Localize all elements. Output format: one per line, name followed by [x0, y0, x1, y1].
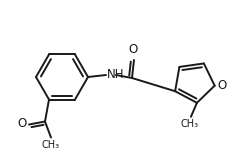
Text: O: O	[128, 43, 138, 56]
Text: NH: NH	[107, 67, 124, 81]
Text: CH₃: CH₃	[42, 140, 60, 150]
Text: O: O	[18, 117, 27, 130]
Text: CH₃: CH₃	[181, 119, 199, 129]
Text: O: O	[218, 79, 227, 92]
